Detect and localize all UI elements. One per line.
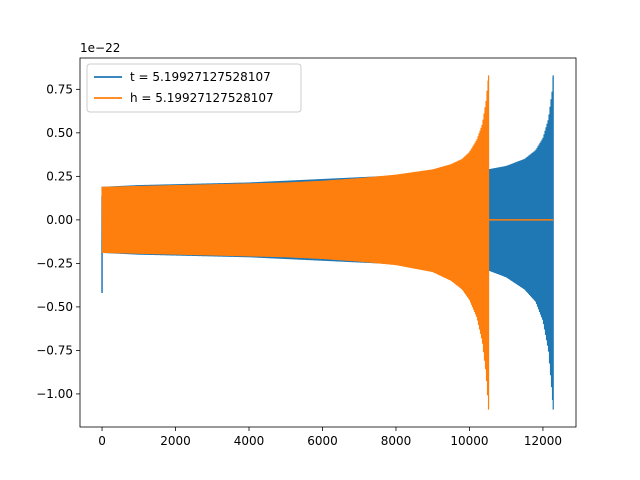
y-tick-label: −0.75 xyxy=(36,343,73,357)
y-tick-label: 0.75 xyxy=(46,82,73,96)
x-tick-label: 8000 xyxy=(381,434,412,448)
x-axis: 0 2000 4000 6000 8000 10000 12000 xyxy=(98,427,562,448)
legend-label-2: h = 5.19927127528107 xyxy=(130,91,274,105)
x-tick-label: 6000 xyxy=(307,434,338,448)
legend-box xyxy=(86,63,302,113)
x-tick-label: 12000 xyxy=(524,434,562,448)
y-tick-label: 0.25 xyxy=(46,169,73,183)
series-line-2 xyxy=(101,75,490,410)
x-tick-label: 0 xyxy=(98,434,106,448)
legend: t = 5.19927127528107 h = 5.19927127528107 xyxy=(86,63,302,113)
y-axis: −1.00 −0.75 −0.50 −0.25 0.00 0.25 0.50 0.75 xyxy=(36,82,80,401)
plot-area xyxy=(101,75,554,410)
axes-spines xyxy=(79,57,577,428)
y-tick-label: −1.00 xyxy=(36,387,73,401)
y-tick-label: 0.00 xyxy=(46,213,73,227)
x-tick-label: 2000 xyxy=(160,434,191,448)
y-tick-label: 0.50 xyxy=(46,126,73,140)
x-tick-label: 10000 xyxy=(450,434,488,448)
legend-label-1: t = 5.19927127528107 xyxy=(130,70,271,84)
x-tick-label: 4000 xyxy=(234,434,265,448)
y-tick-label: −0.25 xyxy=(36,256,73,270)
y-offset-text: 1e−22 xyxy=(80,41,120,55)
y-tick-label: −0.50 xyxy=(36,300,73,314)
axes-frame xyxy=(79,57,577,428)
